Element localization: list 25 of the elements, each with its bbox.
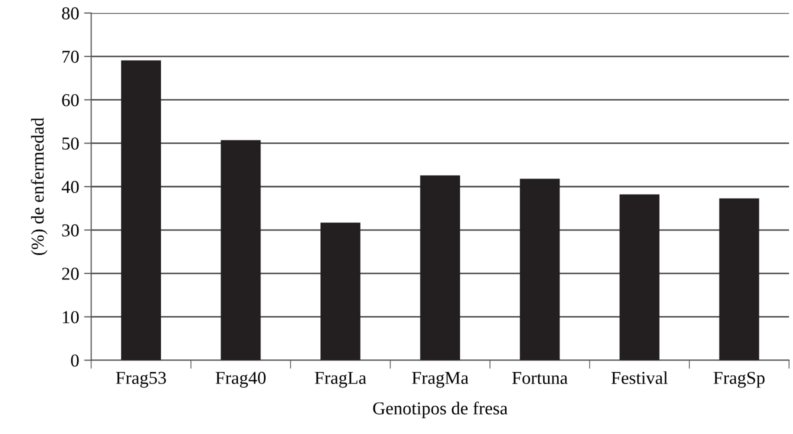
y-tick-label: 50 bbox=[62, 137, 79, 150]
bar bbox=[320, 222, 360, 360]
y-tick-label: 60 bbox=[62, 94, 79, 106]
bar bbox=[420, 175, 460, 360]
x-tick-label: FragMa bbox=[412, 372, 468, 388]
x-axis-title: Genotipos de fresa bbox=[373, 402, 508, 418]
x-tick-label: Festival bbox=[611, 371, 668, 384]
bar bbox=[719, 198, 760, 360]
x-tick-label: FragSp bbox=[714, 372, 765, 388]
y-axis-title: (%) de enfermedad bbox=[30, 118, 48, 255]
y-tick-label: 20 bbox=[62, 268, 79, 280]
bar bbox=[220, 140, 261, 360]
bar bbox=[121, 60, 161, 360]
x-tick-label: Frag40 bbox=[216, 372, 266, 388]
x-tick-label: FragLa bbox=[314, 372, 366, 388]
y-tick-label: 10 bbox=[62, 311, 79, 324]
y-tick-label: 30 bbox=[62, 224, 79, 236]
x-tick-label: Fortuna bbox=[512, 372, 568, 384]
y-tick-label: 40 bbox=[62, 180, 79, 194]
y-tick-label: 80 bbox=[62, 7, 79, 20]
y-tick-label: 0 bbox=[71, 354, 79, 367]
bar bbox=[620, 194, 660, 360]
bar bbox=[520, 178, 560, 360]
x-tick-label: Frag53 bbox=[116, 372, 166, 388]
y-tick-label: 70 bbox=[62, 50, 79, 63]
